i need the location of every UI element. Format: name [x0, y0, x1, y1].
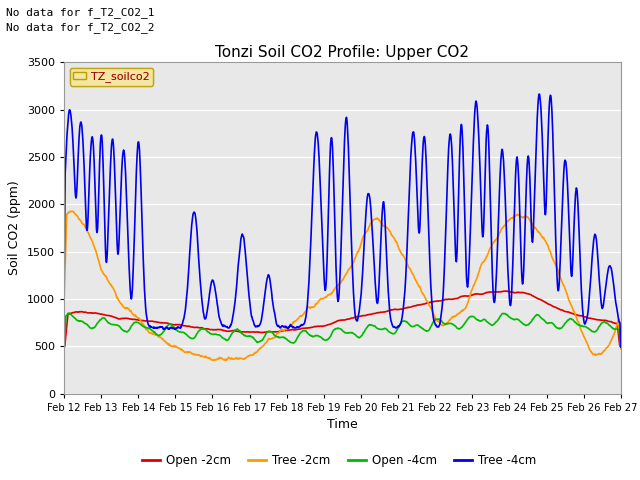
Title: Tonzi Soil CO2 Profile: Upper CO2: Tonzi Soil CO2 Profile: Upper CO2 [216, 45, 469, 60]
Text: No data for f_T2_CO2_1: No data for f_T2_CO2_1 [6, 7, 155, 18]
Legend: TZ_soilco2: TZ_soilco2 [70, 68, 153, 85]
Text: No data for f_T2_CO2_2: No data for f_T2_CO2_2 [6, 22, 155, 33]
Y-axis label: Soil CO2 (ppm): Soil CO2 (ppm) [8, 180, 21, 276]
X-axis label: Time: Time [327, 418, 358, 431]
Legend: Open -2cm, Tree -2cm, Open -4cm, Tree -4cm: Open -2cm, Tree -2cm, Open -4cm, Tree -4… [138, 449, 541, 472]
